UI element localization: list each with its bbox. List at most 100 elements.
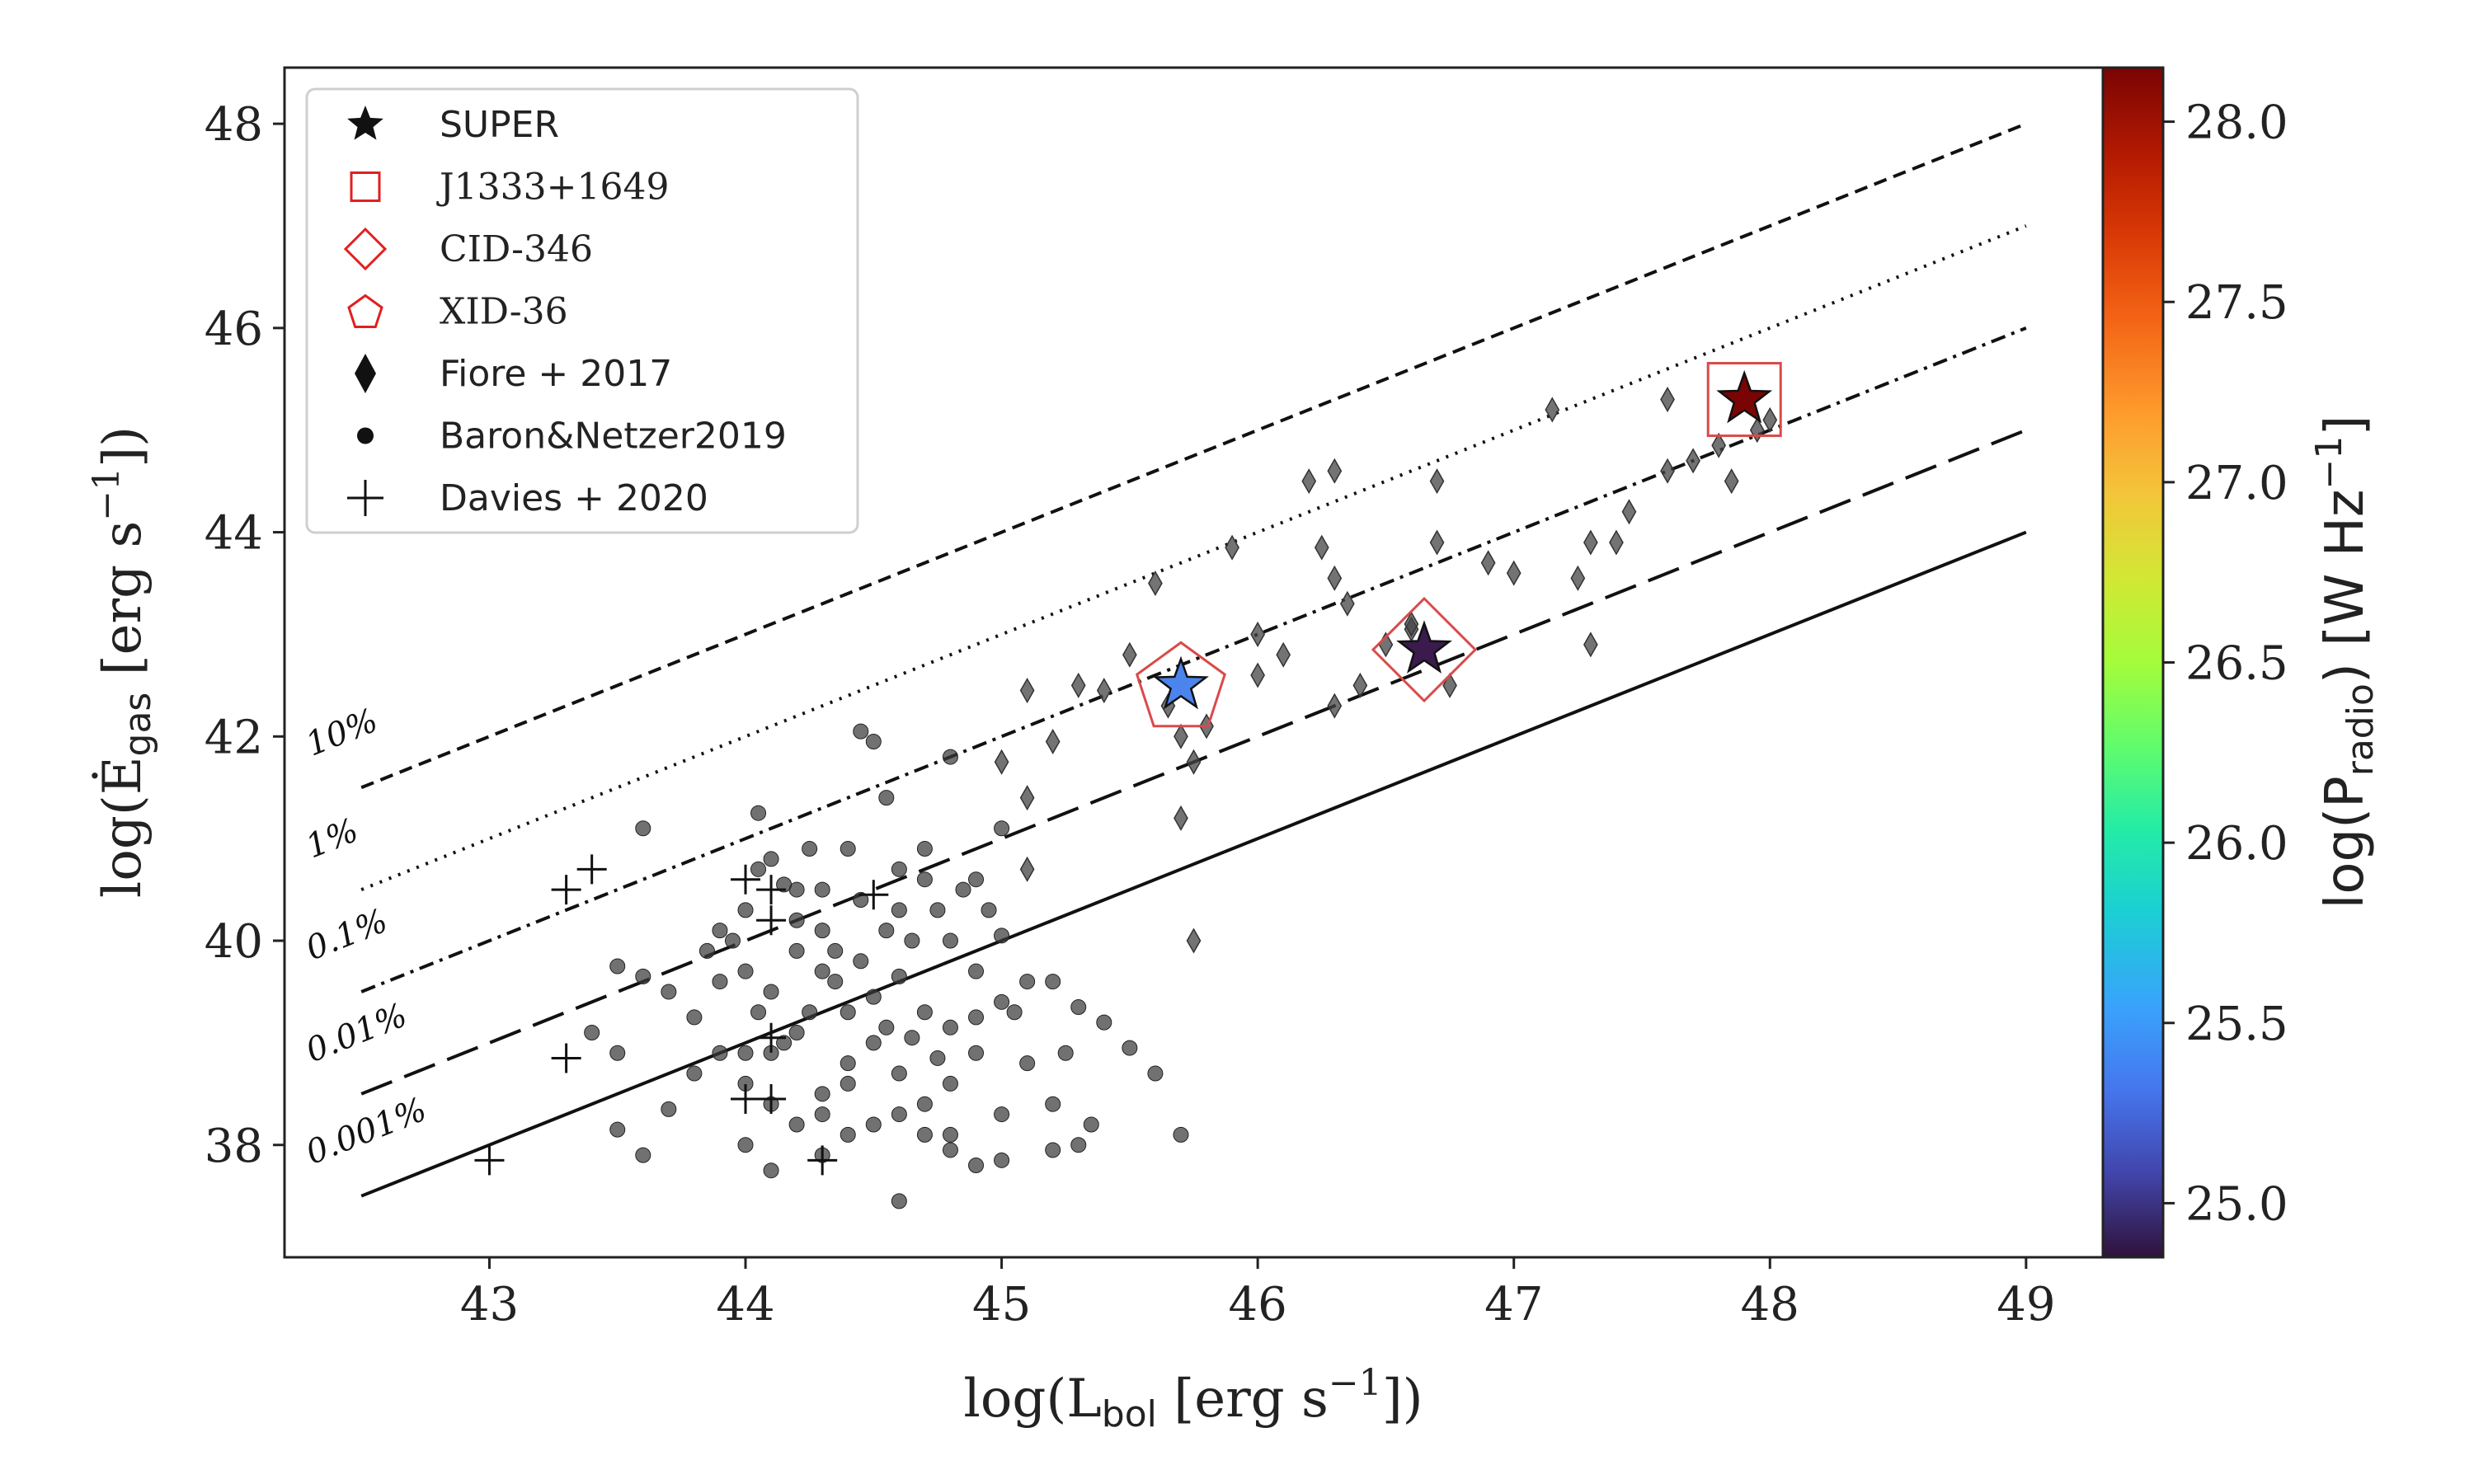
x-axis-label: log(Lbol [erg s−1]) [963, 1362, 1423, 1435]
highlighted-sources [1135, 362, 1782, 728]
davies-point [756, 875, 787, 905]
baron-netzer-point [865, 989, 882, 1005]
fiore-point [1660, 458, 1675, 484]
baron-netzer-point [1045, 1096, 1061, 1112]
legend-pentagon-icon [347, 294, 383, 328]
x-tick-label: 45 [972, 1278, 1031, 1331]
baron-netzer-point [942, 749, 958, 765]
baron-netzer-point [1122, 1040, 1138, 1056]
x-tick-label: 48 [1741, 1278, 1799, 1331]
baron-netzer-point [814, 1106, 830, 1123]
fiore-point [1122, 641, 1137, 668]
davies-point [756, 905, 787, 936]
y-tick-label: 38 [205, 1120, 263, 1173]
baron-netzer-point [891, 1193, 907, 1209]
baron-netzer-point [827, 974, 844, 990]
baron-netzer-point [737, 902, 754, 918]
fiore-point [1686, 448, 1700, 474]
legend-label: Davies + 2020 [440, 477, 708, 519]
baron-netzer-point [712, 923, 728, 939]
baron-netzer-point [942, 1075, 958, 1092]
baron-netzer-point [840, 1055, 856, 1072]
fiore-point [1250, 662, 1266, 688]
fiore-point [1186, 749, 1202, 775]
x-label-sub: bol [1102, 1393, 1157, 1435]
fiore-point [1339, 590, 1355, 617]
y-tick-label: 44 [205, 507, 263, 561]
baron-netzer-point [994, 993, 1010, 1010]
baron-netzer-point [929, 1050, 946, 1066]
fiore-point [1583, 632, 1598, 658]
baron-netzer-point [750, 861, 767, 877]
fiore-points [994, 387, 1778, 954]
baron-netzer-point [1083, 1116, 1099, 1133]
fiore-point [1404, 611, 1419, 637]
baron-netzer-point [802, 1004, 818, 1021]
baron-netzer-point [865, 1035, 882, 1051]
fiore-point [1225, 534, 1239, 561]
baron-netzer-point [994, 928, 1010, 944]
y-tick-label: 46 [205, 303, 263, 356]
colorbar-tick-label: 25.5 [2185, 998, 2288, 1051]
efficiency-line-1 [360, 224, 2027, 891]
fiore-point [1583, 529, 1598, 556]
efficiency-line-label-3: 0.01% [301, 996, 412, 1070]
baron-netzer-point [904, 1030, 920, 1046]
baron-netzer-point [904, 932, 920, 949]
davies-point [756, 1084, 787, 1115]
colorbar-label-sup: −1 [2308, 436, 2350, 490]
baron-netzer-point [968, 963, 985, 979]
baron-netzer-point [788, 1025, 805, 1041]
legend-label: SUPER [440, 104, 559, 146]
baron-netzer-point [1045, 1142, 1061, 1158]
baron-netzer-point [968, 1045, 985, 1061]
baron-netzer-point [865, 733, 882, 749]
baron-netzer-point [1019, 974, 1036, 990]
x-label-suffix: [erg s [1157, 1369, 1329, 1430]
baron-netzer-point [853, 953, 869, 970]
baron-netzer-point [698, 942, 715, 959]
baron-netzer-point [737, 1045, 754, 1061]
baron-netzer-point [878, 923, 895, 939]
baron-netzer-point [916, 1004, 933, 1021]
davies-point [807, 1145, 838, 1176]
baron-netzer-point [724, 932, 741, 949]
y-axis: 38 40 42 44 46 48 [205, 98, 285, 1173]
efficiency-line-label-1: 1% [301, 811, 364, 866]
efficiency-line-4 [360, 530, 2027, 1198]
x-tick-label: 44 [716, 1278, 774, 1331]
y-label-sub: gas [117, 693, 159, 757]
baron-netzer-point [776, 876, 793, 893]
davies-point [576, 854, 607, 885]
baron-netzer-point [840, 1126, 856, 1143]
baron-netzer-point [737, 963, 754, 979]
baron-netzer-point [737, 1137, 754, 1153]
x-tick-label: 46 [1229, 1278, 1287, 1331]
baron-netzer-point [878, 790, 895, 806]
baron-netzer-point [763, 984, 779, 1000]
fiore-point [1019, 785, 1035, 811]
baron-netzer-point [1019, 1055, 1036, 1072]
x-axis: 43 44 45 46 47 48 49 [460, 1257, 2055, 1331]
baron-netzer-point [1173, 1126, 1189, 1143]
baron-netzer-point [942, 1126, 958, 1143]
davies-point [551, 1043, 581, 1073]
x-tick-label: 43 [460, 1278, 519, 1331]
efficiency-line-label-2: 0.1% [301, 902, 393, 968]
efficiency-line-labels: 10% 1% 0.1% 0.01% 0.001% [301, 702, 432, 1172]
legend-label: CID-346 [440, 228, 593, 270]
baron-netzer-point [776, 1035, 793, 1051]
legend-label: Baron&Netzer2019 [440, 416, 787, 458]
super-star [1396, 620, 1452, 674]
fiore-point [1429, 529, 1445, 556]
baron-netzer-point [686, 1065, 703, 1082]
fiore-point [1019, 856, 1035, 882]
baron-netzer-point [827, 942, 844, 959]
xid36-pentagon-marker [1135, 641, 1226, 728]
baron-netzer-point [916, 841, 933, 857]
baron-netzer-point [788, 1116, 805, 1133]
baron-netzer-point [661, 984, 677, 1000]
y-tick-label: 42 [205, 711, 263, 764]
colorbar-tick-label: 25.0 [2185, 1177, 2288, 1231]
